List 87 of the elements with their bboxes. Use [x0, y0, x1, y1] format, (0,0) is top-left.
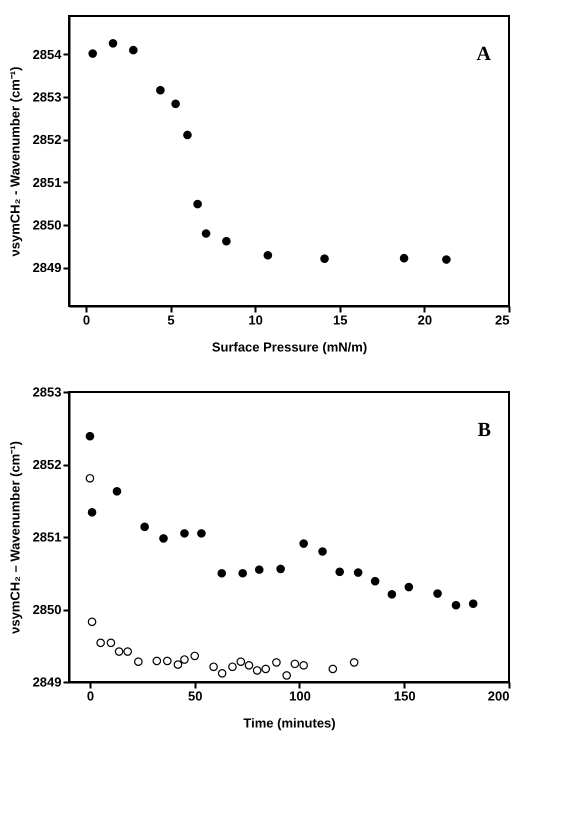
point — [180, 655, 189, 664]
y-tick-label: 2849 — [32, 674, 62, 690]
annotation: A — [476, 43, 492, 65]
point — [404, 582, 414, 592]
annotation: B — [478, 419, 491, 441]
x-tick-label: 200 — [488, 688, 510, 704]
x-tick-label: 5 — [167, 312, 175, 328]
point — [171, 100, 180, 108]
point — [162, 656, 172, 666]
y-tick-label: 2851 — [32, 174, 62, 190]
y-tick-label: 2851 — [32, 530, 62, 544]
point — [218, 669, 226, 678]
point — [183, 130, 192, 140]
point — [320, 254, 329, 263]
point — [282, 671, 292, 680]
point — [299, 539, 308, 548]
point — [86, 432, 94, 441]
point — [228, 662, 237, 672]
point — [400, 254, 408, 263]
point — [88, 618, 96, 626]
point — [354, 568, 362, 577]
point — [134, 657, 143, 666]
y-tick-label: 2854 — [32, 46, 62, 62]
y-axis-title: νsymCH₂ - Wavenumber (cm⁻¹) — [8, 66, 23, 256]
point — [180, 529, 189, 538]
point — [217, 568, 226, 578]
x-tick-label: 50 — [188, 688, 202, 704]
point — [252, 666, 262, 675]
point — [264, 250, 272, 260]
y-tick-label: 2849 — [32, 260, 62, 276]
y-tick-label: 2853 — [32, 90, 62, 105]
point — [209, 662, 218, 672]
point — [88, 508, 96, 517]
y-axis-title: νsymCH₂ – Wavenumber (cm⁻¹) — [8, 441, 23, 634]
x-tick-label: 100 — [289, 688, 311, 704]
point — [290, 660, 300, 668]
point — [159, 534, 168, 543]
point — [318, 547, 327, 556]
point — [114, 647, 124, 656]
point — [350, 658, 358, 667]
point — [202, 229, 210, 238]
y-tick-label: 2850 — [32, 217, 62, 232]
point — [370, 576, 380, 586]
point — [452, 600, 460, 610]
point — [129, 46, 138, 54]
x-axis-title: Time (minutes) — [243, 716, 336, 730]
y-tick-label: 2852 — [32, 132, 62, 148]
point — [433, 589, 442, 598]
point — [108, 38, 118, 48]
point — [299, 661, 308, 670]
point — [174, 660, 182, 669]
x-tick-label: 0 — [86, 688, 94, 704]
x-tick-label: 10 — [248, 312, 263, 328]
point — [328, 664, 338, 674]
point — [442, 255, 451, 264]
x-tick-label: 15 — [333, 312, 348, 328]
point — [222, 236, 231, 246]
point — [156, 86, 165, 95]
x-tick-label: 20 — [418, 312, 432, 328]
point — [335, 568, 344, 576]
point — [88, 49, 97, 58]
point — [238, 568, 248, 578]
point — [112, 487, 122, 496]
point — [244, 661, 254, 670]
point — [152, 656, 162, 666]
point — [388, 590, 396, 599]
x-tick-label: 0 — [82, 312, 90, 328]
point — [276, 564, 285, 574]
point — [140, 522, 149, 532]
point — [123, 647, 132, 656]
point — [190, 652, 200, 660]
point — [86, 474, 94, 483]
point — [261, 664, 270, 674]
x-tick-label: 25 — [495, 312, 510, 328]
y-tick-label: 2852 — [32, 457, 62, 472]
point — [106, 638, 116, 648]
point — [468, 599, 478, 608]
point — [236, 657, 246, 666]
point — [96, 638, 105, 648]
x-tick-label: 150 — [394, 688, 416, 704]
point — [197, 529, 206, 538]
point — [254, 565, 264, 574]
y-tick-label: 2853 — [32, 384, 62, 400]
point — [272, 658, 281, 667]
y-tick-label: 2850 — [32, 602, 62, 617]
point — [193, 200, 202, 208]
x-axis-title: Surface Pressure (mN/m) — [212, 340, 368, 354]
